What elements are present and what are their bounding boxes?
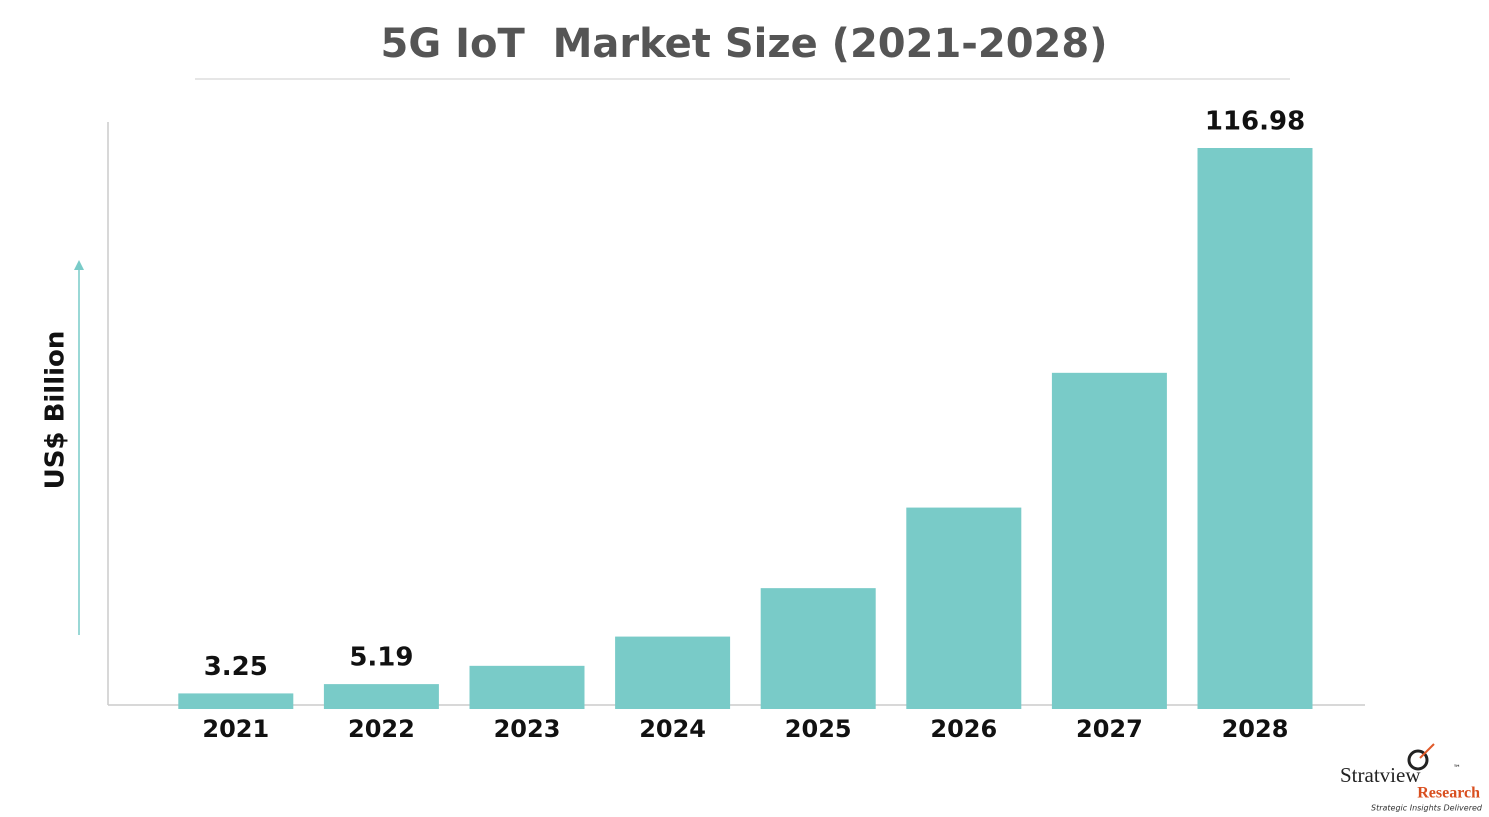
- value-label: 116.98: [1205, 107, 1305, 137]
- bar: [178, 693, 294, 709]
- bar: [1051, 372, 1167, 709]
- x-tick-label: 2028: [1222, 715, 1289, 743]
- logo-icon: [1407, 749, 1429, 771]
- bar: [760, 588, 876, 709]
- x-tick-label: 2023: [494, 715, 561, 743]
- logo-tagline: Strategic Insights Delivered: [1371, 804, 1483, 813]
- y-axis-label: US$ Billion: [41, 331, 71, 490]
- logo-trademark: ™: [1453, 764, 1461, 773]
- x-tick-label: 2026: [930, 715, 997, 743]
- logo: Stratview ™ Research Strategic Insights …: [1340, 743, 1483, 813]
- chart-title: 5G IoT Market Size (2021-2028): [381, 21, 1108, 67]
- bar: [906, 507, 1022, 709]
- bar: [615, 636, 731, 709]
- value-label: 3.25: [204, 652, 268, 682]
- x-tick-label: 2021: [202, 715, 269, 743]
- bar: [1197, 148, 1313, 709]
- logo-sub: Research: [1417, 785, 1480, 802]
- value-label: 5.19: [349, 643, 413, 673]
- axis-arrow-head: [74, 260, 84, 270]
- logo-name: Stratview: [1340, 763, 1421, 787]
- x-tick-label: 2027: [1076, 715, 1143, 743]
- bar: [469, 665, 585, 709]
- logo-icon-arrow: [1419, 743, 1435, 759]
- x-tick-label: 2022: [348, 715, 415, 743]
- bar: [323, 684, 439, 709]
- x-tick-label: 2025: [785, 715, 852, 743]
- x-tick-label: 2024: [639, 715, 706, 743]
